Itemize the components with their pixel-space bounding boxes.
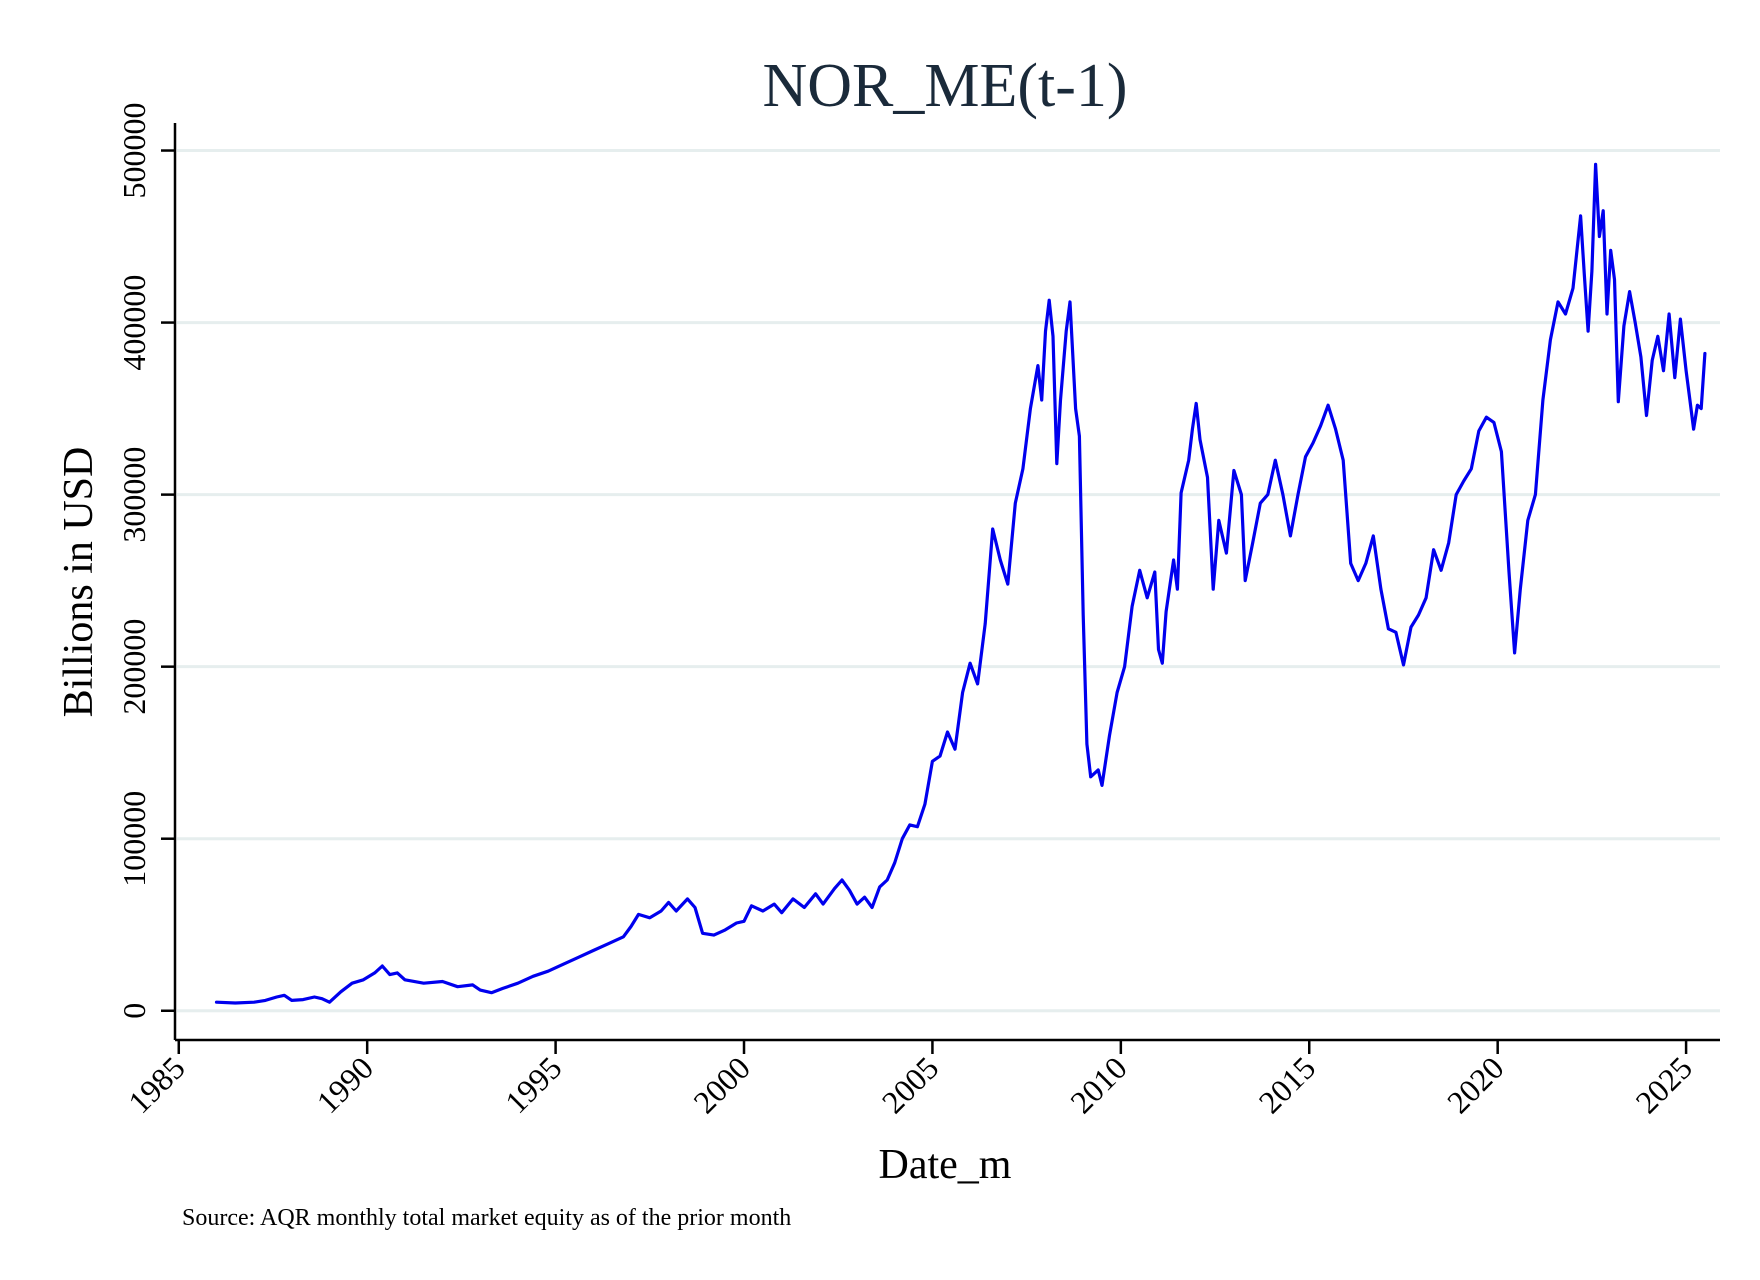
x-tick-label: 1990 bbox=[309, 1049, 380, 1120]
chart-title: NOR_ME(t-1) bbox=[762, 52, 1127, 120]
y-tick-label: 500000 bbox=[116, 103, 152, 199]
x-axis-ticks: 1985 1990 1995 2000 2005 2010 2015 2020 2025 bbox=[121, 1040, 1699, 1120]
axes bbox=[173, 123, 1720, 1042]
x-tick-label: 2000 bbox=[686, 1049, 757, 1120]
x-tick-label: 2015 bbox=[1251, 1049, 1322, 1120]
source-note: Source: AQR monthly total market equity … bbox=[182, 1205, 791, 1231]
series-group bbox=[214, 162, 1707, 1005]
x-tick-label: 2010 bbox=[1063, 1049, 1134, 1120]
y-tick-label: 200000 bbox=[116, 619, 152, 715]
x-axis-title: Date_m bbox=[879, 1142, 1012, 1188]
y-tick-label: 0 bbox=[116, 1003, 152, 1019]
y-tick-label: 100000 bbox=[116, 791, 152, 887]
y-tick-label: 300000 bbox=[116, 447, 152, 543]
y-tick-label: 400000 bbox=[116, 275, 152, 371]
x-tick-label: 1995 bbox=[498, 1049, 569, 1120]
grid-lines bbox=[177, 149, 1720, 1013]
series-line bbox=[214, 162, 1707, 1005]
x-tick-label: 2020 bbox=[1440, 1049, 1511, 1120]
y-axis-ticks: 0 100000 200000 300000 400000 500000 bbox=[116, 103, 175, 1019]
x-tick-label: 2005 bbox=[875, 1049, 946, 1120]
y-axis-title: Billions in USD bbox=[56, 447, 102, 718]
x-tick-label: 2025 bbox=[1628, 1049, 1699, 1120]
x-tick-label: 1985 bbox=[121, 1049, 192, 1120]
